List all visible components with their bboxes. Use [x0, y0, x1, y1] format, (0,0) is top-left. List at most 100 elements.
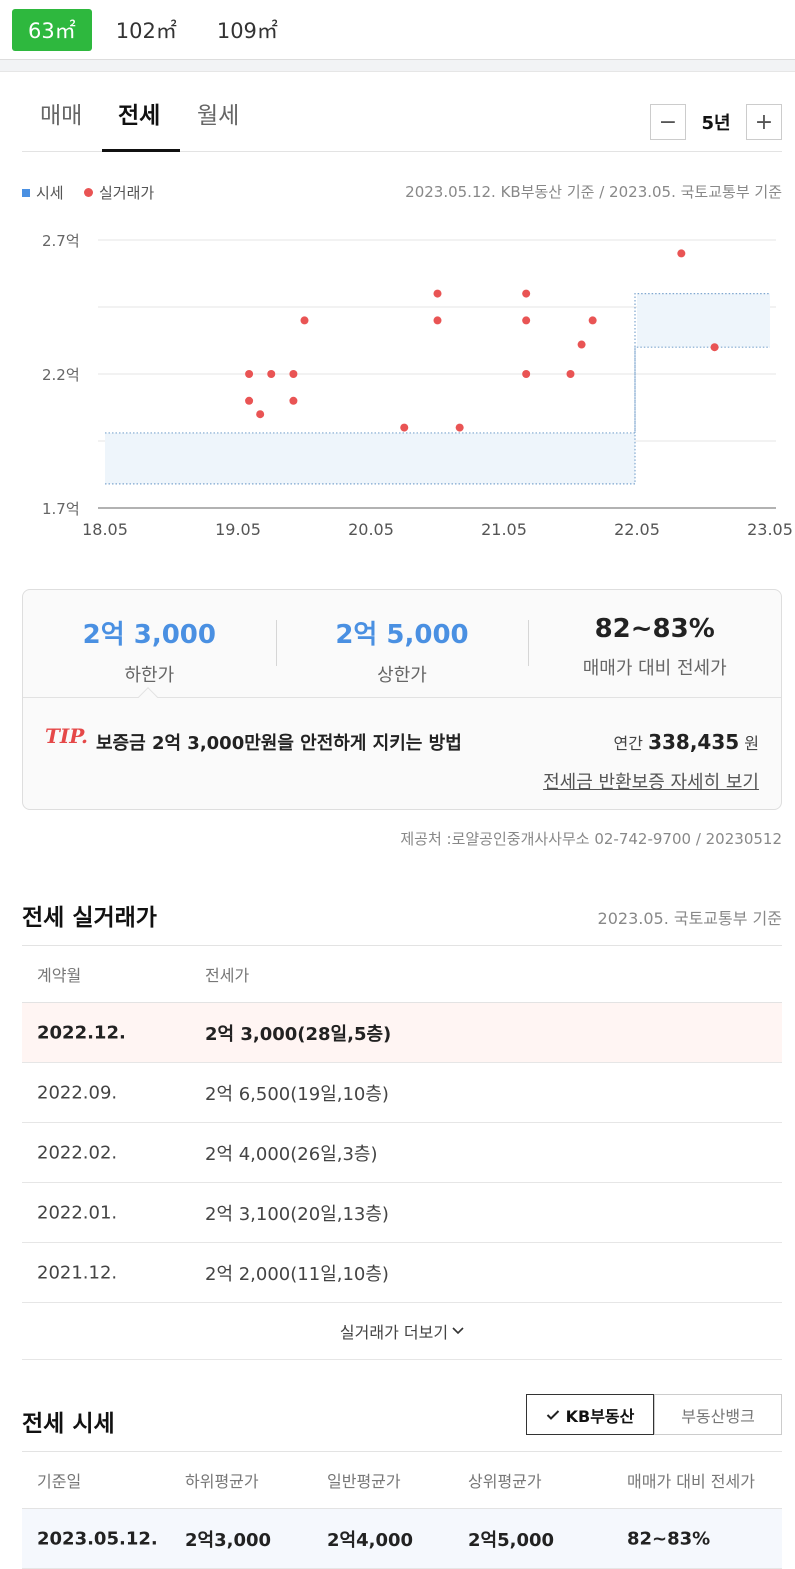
table-row[interactable]: 2021.12. 2억 2,000(11일,10층) [22, 1243, 782, 1303]
x-tick-label: 22.05 [614, 520, 660, 539]
row-month: 2022.01. [37, 1202, 118, 1223]
tab-monthly-rent[interactable]: 월세 [197, 103, 240, 129]
deal-type-tabs: 매매 전세 월세 − 5년 + [22, 72, 782, 152]
market-ratio: 82~83% [627, 1528, 711, 1549]
more-transactions-button[interactable]: 실거래가 더보기 [22, 1303, 782, 1360]
market-avg: 2억4,000 [327, 1529, 414, 1551]
x-tick-label: 23.05 [747, 520, 793, 539]
annual-fee-unit: 원 [744, 734, 759, 753]
transaction-point [289, 370, 298, 378]
annual-fee: 연간 338,435 원 [614, 730, 759, 754]
transaction-point [577, 340, 586, 349]
tab-sale[interactable]: 매매 [40, 103, 83, 129]
y-tick-label: 2.7억 [42, 232, 80, 250]
size-tab-102[interactable]: 102㎡ [115, 18, 177, 43]
transaction-point [256, 410, 265, 419]
transaction-point [400, 423, 409, 432]
x-tick-label: 18.05 [82, 520, 128, 539]
source-bank-button[interactable]: 부동산뱅크 [654, 1394, 782, 1435]
row-price: 2억 3,000(28일,5층) [205, 1023, 392, 1045]
transactions-table: 계약월 전세가 2022.12. 2억 3,000(28일,5층) 2022.0… [22, 945, 782, 1360]
market-high-avg: 2억5,000 [468, 1529, 555, 1551]
x-tick-label: 20.05 [348, 520, 394, 539]
tip-row: TIP. 보증금 2억 3,000만원을 안전하게 지키는 방법 연간 338,… [23, 698, 781, 810]
table-row[interactable]: 2022.12. 2억 3,000(28일,5층) [22, 1003, 782, 1063]
transaction-point [566, 370, 575, 378]
transaction-point [433, 289, 442, 298]
table-row[interactable]: 2022.09. 2억 6,500(19일,10층) [22, 1063, 782, 1123]
market-band-area [105, 432, 635, 484]
market-table: 기준일 하위평균가 일반평균가 상위평균가 매매가 대비 전세가 2023.05… [22, 1451, 782, 1569]
lower-price-value: 2억 3,000 [82, 620, 216, 650]
transactions-header: 계약월 전세가 [22, 945, 782, 1003]
upper-price-label: 상한가 [377, 665, 427, 686]
row-price: 2억 3,100(20일,13층) [205, 1203, 389, 1225]
source-bank-label: 부동산뱅크 [681, 1406, 755, 1426]
size-tab-63[interactable]: 63㎡ [12, 8, 92, 51]
chevron-down-icon [452, 1327, 464, 1335]
source-kb-button[interactable]: KB부동산 [526, 1394, 654, 1435]
size-tabs: 63㎡ 102㎡ 109㎡ [0, 0, 795, 60]
period-plus-button[interactable]: + [746, 104, 782, 140]
annual-fee-label: 연간 [613, 734, 643, 753]
market-low-avg: 2억3,000 [185, 1529, 272, 1551]
transaction-point [245, 396, 254, 405]
active-tab-indicator [102, 149, 180, 152]
transaction-point [433, 316, 442, 325]
header-avg: 일반평균가 [327, 1472, 401, 1491]
transaction-point [289, 396, 298, 405]
header-month: 계약월 [37, 966, 82, 985]
row-month: 2022.02. [37, 1142, 118, 1163]
transaction-point [710, 343, 719, 352]
market-source-toggle: KB부동산 부동산뱅크 [526, 1394, 782, 1435]
header-high-avg: 상위평균가 [468, 1472, 542, 1491]
header-date: 기준일 [37, 1472, 82, 1491]
legend-market: 시세 [22, 182, 64, 203]
lower-price: 2억 3,000 하한가 [23, 590, 276, 697]
market-title: 전세 시세 [22, 1411, 115, 1437]
market-header: 기준일 하위평균가 일반평균가 상위평균가 매매가 대비 전세가 [22, 1451, 782, 1509]
market-square-icon [22, 188, 30, 197]
transactions-title: 전세 실거래가 [22, 905, 157, 931]
transaction-point [522, 370, 531, 378]
legend-actual: 실거래가 [84, 182, 154, 203]
transaction-point [522, 289, 531, 298]
market-band-outline [105, 293, 770, 485]
header-low-avg: 하위평균가 [185, 1472, 259, 1491]
actual-dot-icon [84, 188, 93, 197]
legend-actual-label: 실거래가 [99, 184, 155, 202]
tip-badge: TIP. [45, 724, 88, 748]
tab-jeonse[interactable]: 전세 [118, 103, 161, 129]
market-band-area [637, 293, 770, 348]
chart-source: 2023.05.12. KB부동산 기준 / 2023.05. 국토교통부 기준 [405, 183, 782, 201]
period-minus-button[interactable]: − [650, 104, 686, 140]
upper-price-value: 2억 5,000 [335, 620, 469, 650]
transaction-point [588, 316, 597, 325]
transaction-point [677, 249, 686, 258]
row-month: 2022.09. [37, 1082, 118, 1103]
transaction-point [522, 316, 531, 325]
jeonse-ratio-label: 매매가 대비 전세가 [582, 658, 727, 679]
size-tab-109[interactable]: 109㎡ [216, 18, 278, 43]
price-chart: 2.7억 2.2억 1.7억 18.05 19.05 20.05 21.05 22.05 23.… [0, 215, 795, 550]
tip-text: 보증금 2억 3,000만원을 안전하게 지키는 방법 [96, 733, 462, 754]
period-label: 5년 [701, 113, 731, 134]
row-month: 2021.12. [37, 1262, 118, 1283]
header-ratio: 매매가 대비 전세가 [627, 1472, 755, 1491]
table-row[interactable]: 2022.01. 2억 3,100(20일,13층) [22, 1183, 782, 1243]
jeonse-ratio-value: 82~83% [594, 614, 715, 644]
chart-legend: 시세 실거래가 2023.05.12. KB부동산 기준 / 2023.05. … [22, 152, 782, 222]
x-tick-label: 19.05 [215, 520, 261, 539]
row-price: 2억 2,000(11일,10층) [205, 1263, 389, 1285]
guarantee-detail-link[interactable]: 전세금 반환보증 자세히 보기 [543, 772, 759, 793]
table-row[interactable]: 2022.02. 2억 4,000(26일,3층) [22, 1123, 782, 1183]
provider-info: 제공처 :로얄공인중개사사무소 02-742-9700 / 20230512 [400, 830, 782, 848]
row-price: 2억 4,000(26일,3층) [205, 1143, 378, 1165]
more-transactions-label: 실거래가 더보기 [339, 1323, 449, 1342]
x-tick-label: 21.05 [481, 520, 527, 539]
transactions-source: 2023.05. 국토교통부 기준 [597, 909, 782, 928]
market-date: 2023.05.12. [37, 1528, 158, 1549]
check-icon [546, 1409, 559, 1420]
section-divider [0, 60, 795, 72]
